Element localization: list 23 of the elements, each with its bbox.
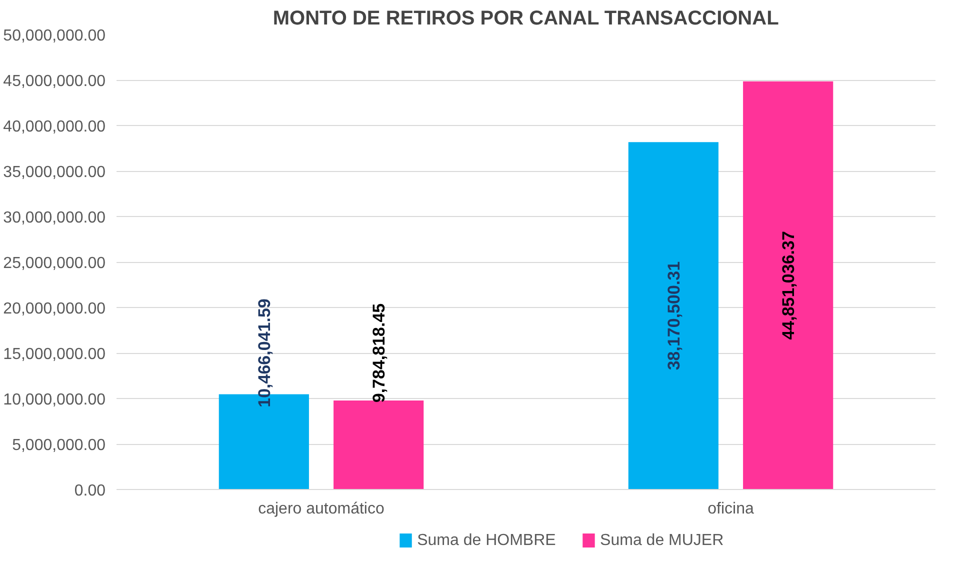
y-tick-label: 35,000,000.00 [3,164,106,181]
x-tick-label: cajero automático [258,500,384,518]
y-tick-label: 15,000,000.00 [3,346,106,363]
data-label: 9,784,818.45 [370,303,389,403]
y-tick-label: 10,000,000.00 [3,392,106,408]
y-tick-label: 50,000,000.00 [3,28,106,44]
y-tick-label: 0.00 [74,482,106,500]
chart-title: MONTO DE RETIROS POR CANAL TRANSACCIONAL [272,8,779,30]
legend-label: Suma de MUJER [600,532,724,549]
bar [743,81,834,490]
y-tick-label: 30,000,000.00 [3,210,106,226]
y-tick-label: 40,000,000.00 [3,118,106,136]
data-label: 38,170,500.31 [664,261,684,370]
data-label: 10,466,041.59 [254,298,274,408]
bar [628,142,718,490]
y-tick-label: 45,000,000.00 [3,73,106,90]
bar [334,400,424,490]
x-tick-label: oficina [708,500,754,518]
data-label: 44,851,036.37 [779,231,798,340]
y-tick-label: 5,000,000.00 [12,437,106,454]
y-tick-label: 25,000,000.00 [3,255,106,272]
y-tick-label: 20,000,000.00 [3,300,106,318]
legend-label: Suma de HOMBRE [417,532,556,549]
